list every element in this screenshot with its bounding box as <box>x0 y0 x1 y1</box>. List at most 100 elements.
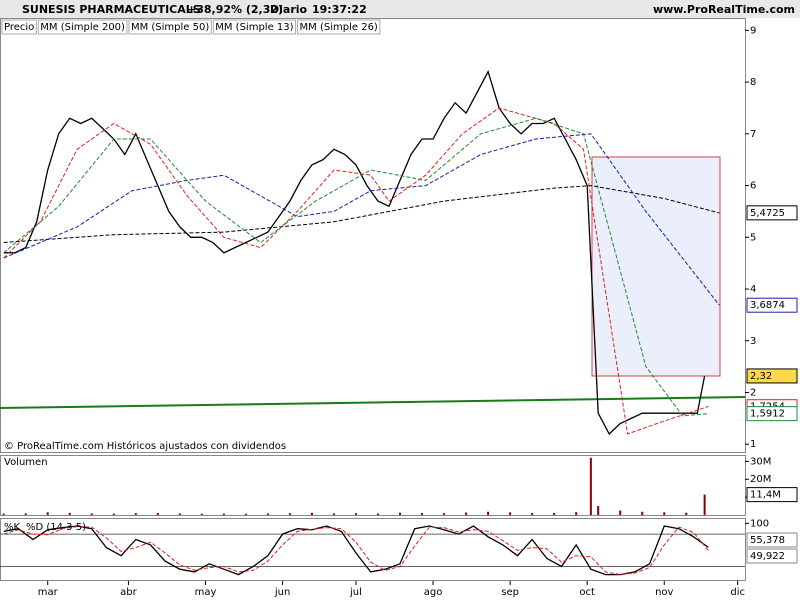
series-line <box>3 133 720 306</box>
price-label-box <box>746 368 798 384</box>
price-panel <box>0 18 746 453</box>
x-tick-label: jul <box>349 587 362 598</box>
volume-bar <box>531 513 534 515</box>
copyright: © ProRealTime.com Históricos ajustados c… <box>4 440 286 452</box>
y-tick-label: 7 <box>750 129 756 140</box>
volume-bar <box>553 512 556 515</box>
volume-bar <box>354 513 357 515</box>
y-tick-label: 8 <box>750 77 756 88</box>
volume-bar <box>619 510 622 515</box>
legend-box <box>37 19 128 35</box>
legend-box <box>212 19 297 35</box>
volume-bar <box>222 513 225 515</box>
y-tick-label: 100 <box>750 518 769 529</box>
price-label: 55,378 <box>750 535 785 546</box>
volume-title: Volumen <box>4 457 48 468</box>
legend-item: Precio <box>4 22 34 33</box>
change: +38,92% (2,32) <box>187 3 283 16</box>
price-label: 49,922 <box>750 551 785 562</box>
legend-box <box>1 19 37 35</box>
x-tick-label: sep <box>501 587 519 598</box>
y-tick-label: 30M <box>750 456 771 467</box>
x-tick-label: oct <box>579 587 595 598</box>
drawing-box <box>591 156 721 377</box>
trend-line <box>0 396 746 409</box>
title: SUNESIS PHARMACEUTICALS <box>22 3 201 16</box>
price-label-box <box>746 532 798 548</box>
legend: Precio MM (Simple 200) MM (Simple 50) MM (S… <box>1 19 381 35</box>
y-tick-label: 3 <box>750 336 756 347</box>
time: 19:37:22 <box>312 3 367 16</box>
x-tick-label: ago <box>424 587 443 598</box>
volume-bar <box>703 494 706 515</box>
volume-bar <box>310 512 313 515</box>
legend-box <box>297 19 381 35</box>
period: Diario <box>270 3 308 16</box>
price-label-box <box>746 297 798 313</box>
series-line <box>3 117 709 417</box>
y-tick-label: 5 <box>750 232 756 243</box>
title-bar <box>0 0 800 18</box>
price-label: 3,6874 <box>750 300 785 311</box>
volume-bar <box>663 512 666 515</box>
x-tick-label: abr <box>120 587 137 598</box>
price-label: 2,32 <box>750 371 772 382</box>
volume-bar <box>24 513 27 515</box>
volume-panel <box>0 455 746 516</box>
volume-bar <box>465 512 468 515</box>
series-line <box>3 525 709 576</box>
volume-bar <box>134 513 137 515</box>
volume-bar <box>487 511 490 515</box>
volume-bar <box>421 513 424 515</box>
x-tick-label: dic <box>730 587 745 598</box>
y-tick-label: 2 <box>750 388 756 399</box>
volume-bar <box>575 512 578 515</box>
y-tick-label: 1 <box>750 439 756 450</box>
price-label-box <box>746 406 798 422</box>
series-line <box>3 185 720 243</box>
stoch-panel <box>0 518 746 581</box>
volume-bar <box>641 511 644 515</box>
price-label-box <box>746 205 798 221</box>
legend-item: MM (Simple 50) <box>131 22 209 33</box>
volume-bar <box>443 513 446 515</box>
site: www.ProRealTime.com <box>653 3 795 16</box>
volume-bar <box>46 512 49 515</box>
price-label: 1,5912 <box>750 409 785 420</box>
volume-bar <box>332 513 335 515</box>
y-tick-label: 9 <box>750 25 756 36</box>
value-label: 11,4M <box>750 490 781 501</box>
volume-bar <box>68 512 71 515</box>
volume-bar <box>589 457 592 515</box>
volume-bar <box>266 513 269 515</box>
series-line <box>3 70 706 435</box>
legend-item: MM (Simple 13) <box>215 22 293 33</box>
legend-item: MM (Simple 200) <box>40 22 125 33</box>
series-line <box>3 107 709 435</box>
volume-bar <box>377 513 380 515</box>
price-label: 5,4725 <box>750 208 785 219</box>
x-tick-label: jun <box>274 587 290 598</box>
volume-bar <box>244 513 247 515</box>
volume-bar <box>156 513 159 515</box>
y-tick-label: 20M <box>750 474 771 485</box>
volume-bar <box>90 513 93 515</box>
price-label-box <box>746 548 798 564</box>
volume-bar <box>288 513 291 515</box>
x-tick-label: mar <box>38 587 59 598</box>
stoch-title: %K <box>4 522 21 533</box>
y-tick-label: 6 <box>750 181 756 192</box>
volume-bar <box>200 513 203 515</box>
volume-bar <box>597 506 600 515</box>
volume-bar <box>112 513 115 515</box>
x-tick-label: nov <box>655 587 673 598</box>
volume-bar <box>399 512 402 515</box>
y-tick-label: 4 <box>750 284 756 295</box>
series-line <box>3 526 709 576</box>
volume-bar <box>2 513 5 515</box>
volume-bar <box>178 513 181 515</box>
stoch-title: %D (14 3 5) <box>26 522 86 533</box>
x-tick-label: may <box>195 587 217 598</box>
volume-bar <box>685 512 688 515</box>
